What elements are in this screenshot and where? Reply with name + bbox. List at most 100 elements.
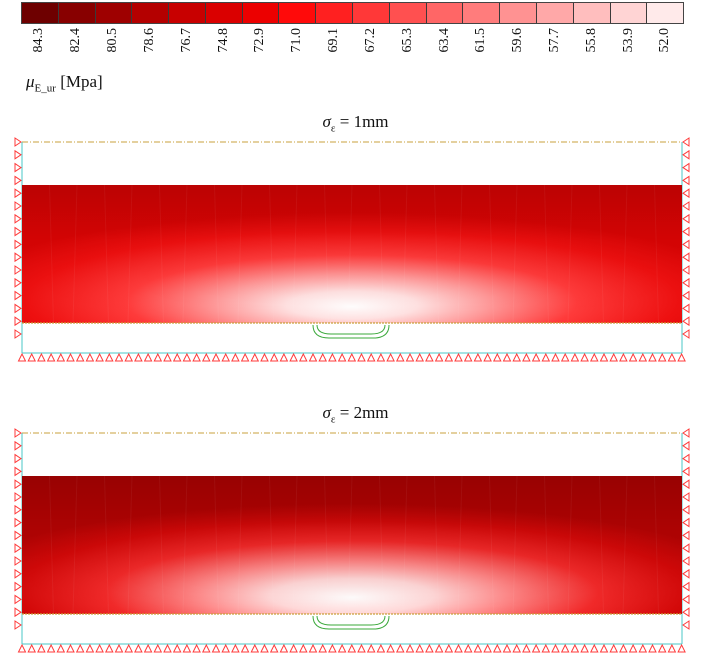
bottom-pin-support: [454, 643, 463, 653]
panel-2-text: = 2mm: [339, 403, 389, 422]
color-scale-tick: 76.7: [168, 26, 205, 66]
bottom-pin-support: [667, 643, 677, 653]
bottom-pin-support: [454, 352, 463, 362]
color-scale-cell: [573, 3, 611, 23]
bottom-pin-support: [483, 352, 492, 362]
left-roller-support: [14, 239, 22, 250]
left-roller-support: [14, 568, 22, 579]
mesh-line: [182, 475, 188, 615]
panel-1-text: = 1mm: [339, 112, 389, 131]
bottom-pin-support: [328, 352, 337, 362]
left-roller-support: [14, 466, 22, 477]
color-scale-tick: 65.3: [389, 26, 426, 66]
mesh-line: [512, 475, 518, 615]
color-scale-cell: [132, 3, 170, 23]
bottom-pin-support: [260, 352, 269, 362]
mesh-line: [434, 184, 439, 324]
color-scale-tick: 63.4: [426, 26, 463, 66]
bottom-pin-support: [648, 352, 657, 362]
bottom-pin-support: [260, 643, 269, 653]
panel-2-symbol: σ: [322, 403, 331, 422]
left-roller-support: [14, 149, 22, 160]
left-roller-support: [14, 607, 22, 618]
mesh-line: [127, 475, 133, 615]
color-scale-cell: [389, 3, 427, 23]
panel-1-title: σε = 1mm: [0, 112, 711, 134]
left-roller-support: [14, 530, 22, 541]
right-roller-support: [682, 290, 690, 301]
bottom-pin-support: [386, 643, 395, 653]
bottom-pin-support: [395, 352, 405, 362]
tunnel-lining-outer: [312, 615, 390, 630]
bottom-pin-support: [434, 352, 444, 362]
bottom-pin-support: [415, 643, 425, 653]
color-scale-tick-label: 78.6: [141, 28, 157, 53]
mesh-line: [159, 475, 164, 615]
mesh-line: [347, 475, 353, 615]
mesh-line: [72, 184, 78, 324]
color-scale-tick: 69.1: [316, 26, 353, 66]
mesh-line: [104, 184, 109, 324]
color-scale-tick-label: 80.5: [105, 28, 121, 53]
color-scale-tick: 57.7: [537, 26, 574, 66]
color-scale-cell: [205, 3, 243, 23]
bottom-pin-support: [483, 643, 492, 653]
mesh-line: [269, 184, 274, 324]
bottom-pin-support: [143, 643, 153, 653]
right-roller-support: [682, 530, 690, 541]
bottom-pin-support: [589, 352, 599, 362]
left-roller-support: [14, 201, 22, 211]
mesh-line: [544, 475, 549, 615]
bottom-pin-support: [250, 352, 260, 362]
left-roller-support: [14, 581, 22, 592]
mesh-line: [489, 184, 494, 324]
mesh-line: [269, 475, 274, 615]
bottom-pin-support: [376, 643, 386, 653]
mesh-line: [292, 184, 298, 324]
right-roller-support: [682, 265, 690, 275]
bottom-pin-support: [609, 643, 619, 653]
left-roller-support: [14, 213, 22, 224]
bottom-pin-support: [376, 352, 386, 362]
color-scale-cell: [426, 3, 464, 23]
right-roller-support: [682, 162, 690, 173]
mesh-line: [72, 475, 78, 615]
bottom-pin-support: [589, 643, 599, 653]
right-roller-support: [682, 517, 690, 528]
panel-2-title: σε = 2mm: [0, 403, 711, 425]
color-scale-tick: 61.5: [463, 26, 500, 66]
bottom-pin-support: [75, 643, 85, 653]
bottom-pin-support: [279, 352, 289, 362]
bottom-pin-support: [463, 352, 473, 362]
bottom-pin-support: [201, 643, 211, 653]
bottom-pin-support: [531, 352, 541, 362]
color-scale-tick-label: 84.3: [31, 28, 47, 53]
right-roller-support: [682, 607, 690, 618]
bottom-pin-support: [172, 352, 182, 362]
color-scale-tick-label: 74.8: [215, 28, 231, 53]
bottom-pin-support: [182, 643, 192, 653]
color-scale-tick: 82.4: [58, 26, 95, 66]
bottom-pin-support: [609, 352, 619, 362]
panel-2-subscript: ε: [330, 413, 336, 426]
bottom-pin-support: [221, 352, 231, 362]
bottom-pin-support: [328, 643, 337, 653]
left-roller-support: [14, 620, 22, 630]
right-roller-support: [682, 252, 690, 263]
color-scale-cell: [169, 3, 206, 23]
mesh-line: [512, 184, 518, 324]
bottom-pin-support: [522, 643, 531, 653]
bottom-pin-support: [308, 643, 318, 653]
bottom-pin-support: [221, 643, 231, 653]
unit-subscript: E_ur: [34, 82, 56, 95]
bottom-pin-support: [279, 643, 289, 653]
bottom-pin-support: [153, 352, 163, 362]
bottom-pin-support: [386, 352, 395, 362]
bottom-pin-support: [512, 352, 522, 362]
bottom-pin-support: [143, 352, 153, 362]
color-scale-cell: [500, 3, 537, 23]
bottom-pin-support: [298, 352, 308, 362]
bottom-pin-support: [37, 352, 46, 362]
right-roller-support: [682, 188, 690, 199]
bottom-pin-support: [201, 352, 211, 362]
